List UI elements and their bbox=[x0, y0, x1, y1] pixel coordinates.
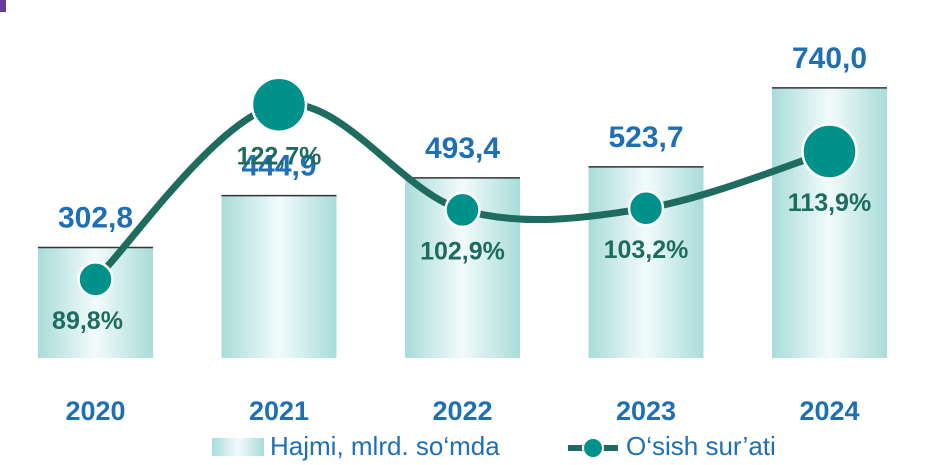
growth-marker bbox=[627, 190, 665, 227]
legend-label: O‘sish sur’ati bbox=[626, 431, 776, 461]
growth-value-label: 103,2% bbox=[604, 236, 689, 264]
growth-marker bbox=[77, 261, 114, 298]
bar-value-label: 302,8 bbox=[58, 201, 133, 234]
legend-label: Hajmi, mlrd. so‘mda bbox=[270, 431, 500, 461]
x-tick-label: 2024 bbox=[799, 396, 859, 426]
growth-value-label: 122,7% bbox=[237, 142, 322, 170]
title-accent bbox=[0, 0, 6, 12]
growth-line bbox=[93, 100, 831, 282]
x-tick-label: 2023 bbox=[616, 396, 676, 426]
growth-marker bbox=[250, 76, 308, 134]
growth-value-label: 102,9% bbox=[420, 237, 505, 265]
growth-value-label: 113,9% bbox=[788, 189, 871, 217]
x-tick-label: 2020 bbox=[65, 396, 125, 426]
bar-value-label: 740,0 bbox=[792, 42, 867, 75]
x-tick-label: 2021 bbox=[249, 396, 309, 426]
bar-value-label: 493,4 bbox=[425, 132, 500, 165]
growth-marker bbox=[801, 123, 858, 180]
legend-marker bbox=[582, 437, 604, 459]
bar bbox=[221, 195, 337, 358]
bar-value-label: 523,7 bbox=[608, 121, 683, 154]
growth-value-label: 89,8% bbox=[52, 307, 123, 335]
bar-value-label: 444,9 bbox=[241, 150, 316, 183]
growth-marker bbox=[444, 191, 481, 229]
legend-bar-swatch bbox=[212, 438, 264, 456]
x-tick-label: 2022 bbox=[432, 396, 492, 426]
